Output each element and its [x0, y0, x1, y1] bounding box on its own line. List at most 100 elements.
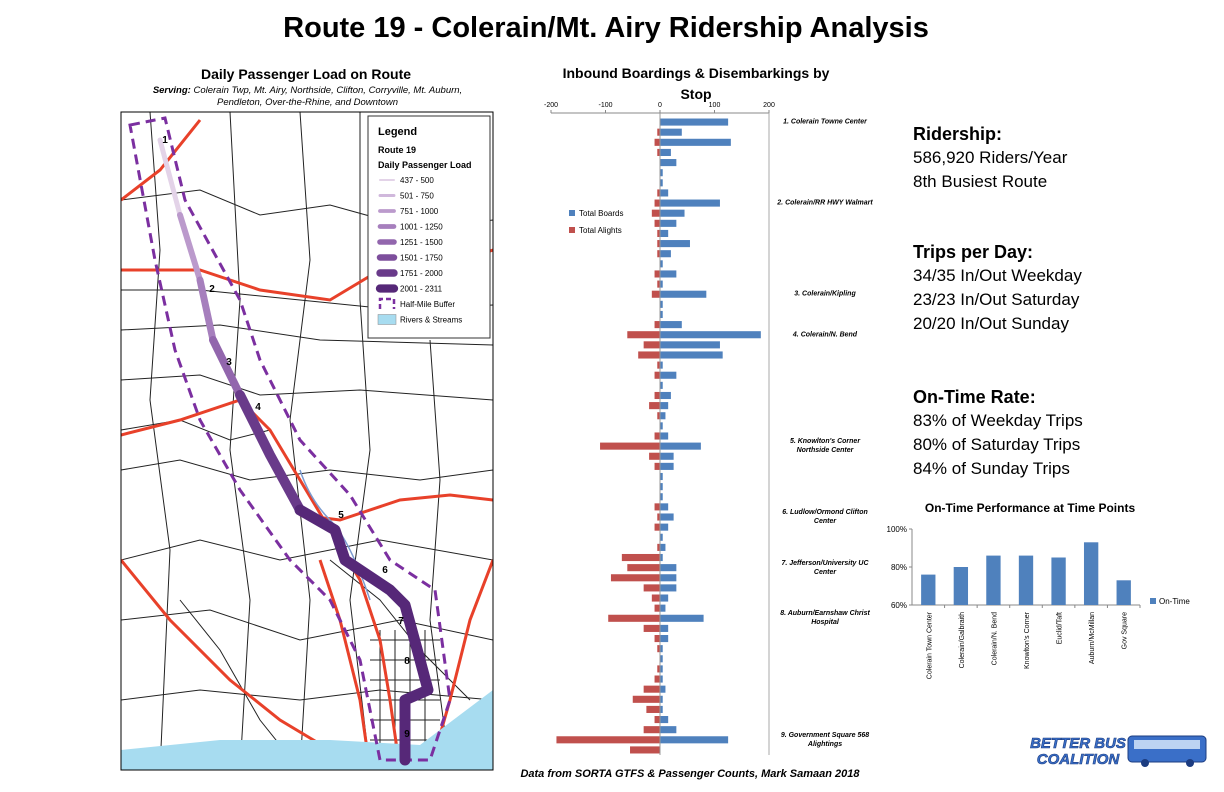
logo-wheel	[1186, 759, 1194, 767]
bar	[660, 472, 663, 481]
stop-labels: 1 2 3 4 5 6 7 8 9	[162, 135, 410, 740]
map-title: Daily Passenger Load on Route	[200, 66, 412, 82]
bar	[660, 624, 669, 632]
legend-label: 751 - 1000	[400, 207, 439, 216]
legend-label: 501 - 750	[400, 192, 434, 201]
legend-label: 437 - 500	[400, 176, 434, 185]
bar	[643, 624, 660, 632]
page-title: Route 19 - Colerain/Mt. Airy Ridership A…	[283, 12, 929, 44]
x-tick-label: Gov Square	[1122, 612, 1129, 649]
bar	[660, 513, 674, 521]
bar	[649, 402, 660, 410]
legend-swatch	[378, 297, 396, 309]
bar	[660, 604, 666, 612]
bar	[660, 138, 731, 146]
bar	[651, 290, 660, 298]
bar	[660, 179, 663, 187]
bar	[953, 567, 969, 605]
bar	[643, 726, 660, 734]
x-tick-label: Colerain Town Center	[926, 611, 933, 679]
bar	[660, 523, 669, 531]
bar	[643, 584, 660, 592]
legend-swatch	[377, 314, 397, 325]
bar	[654, 634, 660, 643]
bar	[632, 695, 660, 703]
bar	[1116, 580, 1131, 605]
bar	[643, 685, 660, 693]
logo: BETTER BUS COALITION	[1030, 735, 1207, 768]
stat-line: 8th Busiest Route	[913, 172, 1048, 191]
bar	[654, 432, 660, 440]
category-label: 3. Colerain/Kipling	[794, 290, 856, 298]
stat-line: 586,920 Riders/Year	[913, 148, 1068, 167]
legend-label: Half-Mile Buffer	[400, 300, 455, 309]
bar	[649, 452, 660, 460]
logo-text: COALITION	[1037, 751, 1121, 768]
bar	[643, 341, 660, 349]
bar	[660, 483, 663, 491]
legend-label: 1751 - 2000	[400, 269, 443, 278]
bar	[600, 442, 660, 450]
bar	[660, 685, 666, 693]
bar	[660, 574, 677, 582]
bar	[660, 250, 671, 258]
map-legend-items: 437 - 500 501 - 750 751 - 1000 1001 - 1250 1…	[375, 176, 462, 325]
bar	[654, 270, 660, 278]
bar	[660, 462, 674, 470]
x-tick-label: Colerain/N. Bend	[991, 612, 998, 665]
category-label: 9. Government Square 568 Alightings	[780, 731, 870, 748]
bar	[657, 665, 660, 673]
bar	[657, 543, 660, 551]
bar	[660, 270, 677, 278]
chart-title: Inbound Boardings & Disembarkings by Sto…	[562, 65, 830, 102]
source-note: Data from SORTA GTFS & Passenger Counts,…	[520, 768, 860, 780]
x-tick-label: 200	[763, 102, 775, 109]
legend-label: Rivers & Streams	[400, 316, 462, 325]
bar	[654, 138, 660, 146]
bar	[660, 432, 669, 440]
bar	[654, 321, 660, 329]
bar	[660, 381, 663, 389]
bar	[654, 604, 660, 612]
stat-line: 84% of Sunday Trips	[913, 459, 1070, 478]
bar	[660, 310, 663, 319]
stop-number: 8	[404, 656, 410, 667]
serving-text: Serving: Colerain Twp, Mt. Airy, Northsi…	[150, 85, 465, 109]
bar	[646, 705, 660, 713]
category-label: 2. Colerain/RR HWY Walmart	[777, 199, 873, 207]
stat-line: 83% of Weekday Trips	[913, 411, 1083, 430]
bar	[660, 351, 723, 359]
category-label: 7. Jefferson/University UC Center	[781, 559, 869, 576]
category-label: 8. Auburn/Earnshaw Christ Hospital	[780, 610, 870, 627]
bar	[657, 189, 660, 197]
bar	[657, 513, 660, 521]
bar	[630, 746, 660, 754]
bar	[657, 645, 660, 653]
bar	[660, 169, 663, 177]
bar	[660, 493, 663, 501]
bar	[660, 118, 729, 126]
bar	[660, 716, 669, 724]
stop-number: 5	[338, 510, 344, 521]
bar	[654, 371, 660, 379]
legend-label: 1251 - 1500	[400, 238, 443, 247]
bar	[660, 189, 669, 197]
y-tick-label: 100%	[887, 525, 907, 534]
stat-heading: Ridership:	[913, 124, 1003, 144]
bar	[1051, 557, 1066, 605]
category-label: 1. Colerain Towne Center	[783, 118, 867, 126]
x-tick-label: Colerain/Galbraith	[959, 612, 966, 669]
bar	[660, 300, 663, 308]
legend-label: Total Alights	[579, 226, 622, 235]
stat-line: 20/20 In/Out Sunday	[913, 314, 1069, 333]
x-tick-label: Euclid/Taft	[1057, 612, 1064, 644]
category-label: 5. Knowlton's Corner Northside Center	[789, 438, 861, 455]
stat-line: 80% of Saturday Trips	[913, 435, 1081, 454]
legend-label: 2001 - 2311	[400, 285, 443, 294]
stop-number: 3	[226, 357, 232, 368]
bar	[657, 412, 660, 420]
map: 1 2 3 4 5 6 7 8 9 Legend Route 19 Daily Passenge…	[121, 112, 493, 770]
logo-wheel	[1141, 759, 1149, 767]
